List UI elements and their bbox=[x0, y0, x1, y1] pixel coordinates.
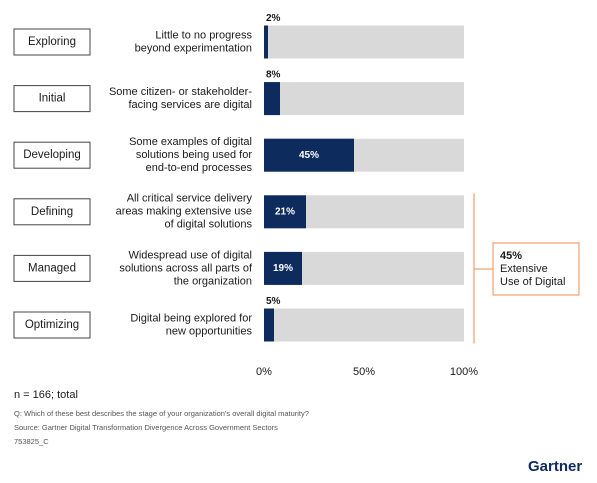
bar-track bbox=[264, 308, 464, 342]
description: the organization bbox=[174, 275, 252, 287]
description: Some citizen- or stakeholder- bbox=[109, 86, 252, 98]
bar bbox=[264, 138, 354, 172]
annotation-box bbox=[492, 242, 580, 296]
description: end-to-end processes bbox=[146, 162, 253, 174]
question: Q: Which of these best describes the sta… bbox=[14, 409, 309, 418]
value-label: 45% bbox=[299, 150, 319, 161]
value-label: 8% bbox=[266, 70, 281, 81]
stage-box bbox=[13, 141, 91, 169]
annotation: Extensive bbox=[500, 263, 548, 275]
brand-logo: Gartner bbox=[528, 458, 582, 475]
description: Little to no progress bbox=[155, 29, 252, 41]
stage-label: Developing bbox=[23, 149, 81, 161]
annotation: 45% bbox=[500, 250, 522, 262]
x-tick-label: 50% bbox=[353, 366, 375, 378]
stage-box bbox=[13, 311, 91, 339]
stage-label: Exploring bbox=[28, 36, 76, 48]
annotation: Use of Digital bbox=[500, 276, 565, 288]
stage-label: Initial bbox=[39, 93, 66, 105]
description: facing services are digital bbox=[128, 99, 252, 111]
stage-box bbox=[13, 85, 91, 113]
bar-track bbox=[264, 25, 464, 59]
description: solutions being used for bbox=[136, 149, 253, 161]
stage-label: Managed bbox=[28, 262, 76, 274]
bar bbox=[264, 308, 274, 342]
bar bbox=[264, 25, 268, 59]
x-tick-label: 0% bbox=[256, 366, 272, 378]
stage-label: Optimizing bbox=[25, 319, 79, 331]
x-tick-label: 100% bbox=[450, 366, 478, 378]
source: Source: Gartner Digital Transformation D… bbox=[14, 423, 278, 432]
bar bbox=[264, 195, 306, 229]
stage-box bbox=[13, 28, 91, 56]
note: n = 166; total bbox=[14, 389, 78, 401]
value-label: 5% bbox=[266, 296, 281, 307]
value-label: 2% bbox=[266, 13, 281, 24]
stage-box bbox=[13, 198, 91, 226]
value-label: 21% bbox=[275, 206, 295, 217]
description: Widespread use of digital bbox=[128, 249, 252, 261]
figure-id: 753825_C bbox=[14, 437, 49, 446]
description: new opportunities bbox=[166, 325, 253, 337]
description: of digital solutions bbox=[165, 219, 253, 231]
description: beyond experimentation bbox=[135, 42, 252, 54]
stage-box bbox=[13, 254, 91, 282]
value-label: 19% bbox=[273, 263, 293, 274]
stage-label: Defining bbox=[31, 206, 73, 218]
description: Some examples of digital bbox=[129, 136, 252, 148]
description: All critical service delivery bbox=[127, 193, 253, 205]
bar bbox=[264, 82, 280, 116]
description: solutions across all parts of bbox=[119, 262, 253, 274]
description: Digital being explored for bbox=[130, 312, 252, 324]
description: areas making extensive use bbox=[116, 206, 252, 218]
bar bbox=[264, 251, 302, 285]
bar-track bbox=[264, 82, 464, 116]
